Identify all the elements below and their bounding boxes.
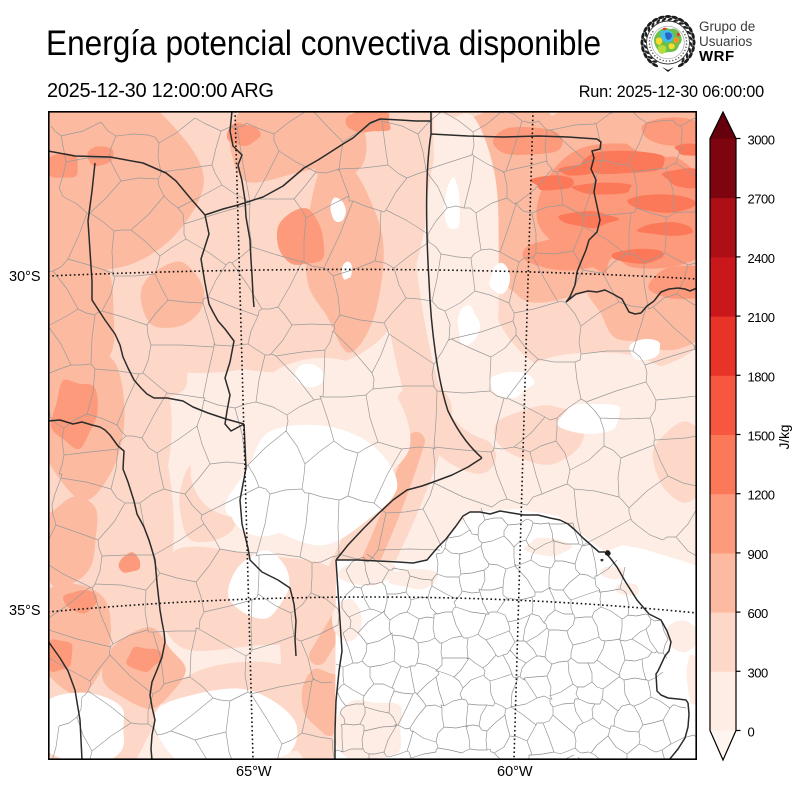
- svg-text:600: 600: [748, 606, 768, 621]
- svg-text:2100: 2100: [748, 310, 775, 325]
- svg-text:J/kg: J/kg: [777, 425, 792, 450]
- svg-text:1200: 1200: [748, 488, 775, 503]
- svg-text:3000: 3000: [748, 133, 775, 148]
- svg-text:300: 300: [748, 665, 768, 680]
- svg-text:0: 0: [748, 725, 755, 740]
- svg-text:1800: 1800: [748, 369, 775, 384]
- svg-text:1500: 1500: [748, 429, 775, 444]
- svg-text:2400: 2400: [748, 251, 775, 266]
- svg-text:2700: 2700: [748, 192, 775, 207]
- svg-text:900: 900: [748, 547, 768, 562]
